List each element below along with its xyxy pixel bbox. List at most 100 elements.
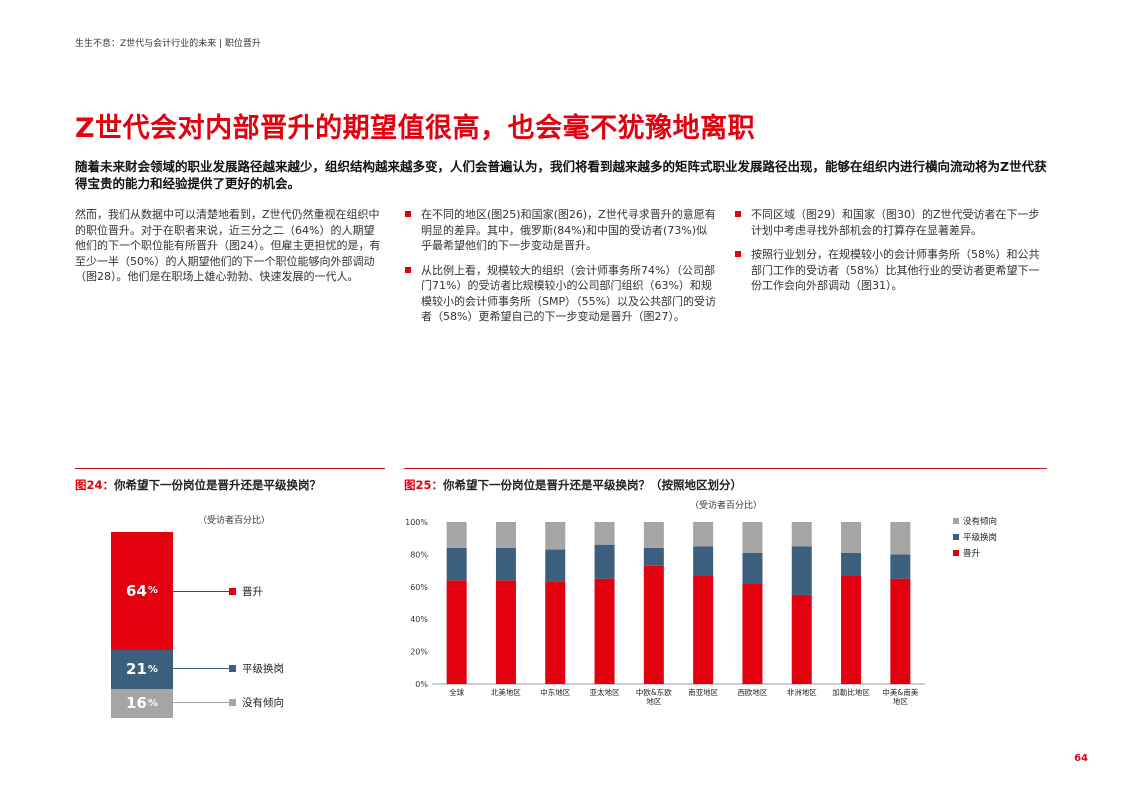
bar-segment: [495, 522, 516, 548]
legend-label: 没有倾向: [963, 516, 997, 527]
legend-label: 晋升: [963, 548, 981, 559]
fig25-title: 图25：你希望下一份岗位是晋升还是平级换岗？（按照地区划分）: [404, 477, 742, 493]
bullet-text: 不同区域（图29）和国家（图30）的Z世代受访者在下一步计划中考虑寻找外部机会的…: [751, 208, 1040, 237]
x-tick-label: 全球: [449, 687, 464, 697]
bar-segment: [545, 522, 566, 550]
bullet-square-icon: [735, 211, 741, 217]
fig24-legend-label: 没有倾向: [242, 697, 284, 709]
x-tick-label: 西欧地区: [737, 687, 767, 697]
bar-segment: [890, 578, 911, 684]
bar-segment: [446, 547, 467, 581]
page-title: Z世代会对内部晋升的期望值很高，也会毫不犹豫地离职: [75, 113, 756, 144]
fig25-question: 你希望下一份岗位是晋升还是平级换岗？（按照地区划分）: [443, 478, 743, 492]
bar-segment: [791, 522, 812, 547]
page-number: 64: [1074, 753, 1088, 764]
fig24-legend-swatch: [229, 588, 236, 595]
y-tick-label: 80%: [410, 550, 428, 559]
bar-segment: [693, 546, 714, 576]
fig24-label: 图24：: [75, 478, 115, 492]
fig24-bar-no-preference: 16%: [111, 688, 173, 718]
bullet-text: 从比例上看，规模较大的组织（会计师事务所74%）（公司部门71%）的受访者比规模…: [421, 263, 717, 324]
bar-segment: [495, 580, 516, 684]
fig25-divider: [404, 468, 1047, 469]
bar-segment: [643, 522, 664, 548]
bar-segment: [495, 547, 516, 581]
y-tick-label: 20%: [410, 648, 428, 657]
fig24-title: 图24：你希望下一份岗位是晋升还是平级换岗？: [75, 477, 321, 493]
bar-segment: [545, 549, 566, 582]
body-column-1: 然而，我们从数据中可以清楚地看到，Z世代仍然重视在组织中的职位晋升。对于在职者来…: [75, 208, 381, 283]
x-tick-label: 中美&南美: [882, 687, 918, 697]
bar-segment: [841, 522, 862, 553]
bullet-text: 在不同的地区(图25)和国家(图26)，Z世代寻求晋升的意愿有明显的差异。其中，…: [421, 208, 716, 252]
y-tick-label: 40%: [410, 615, 428, 624]
bullet-item: 按照行业划分，在规模较小的会计师事务所（58%）和公共部门工作的受访者（58%）…: [735, 247, 1048, 294]
bar-segment: [742, 583, 763, 684]
x-tick-label: 亚太地区: [590, 687, 620, 697]
legend-swatch: [953, 550, 959, 556]
bar-segment: [693, 575, 714, 684]
fig24-value-no-preference: 16: [126, 694, 147, 713]
fig24-legend-swatch: [229, 699, 236, 706]
legend-swatch: [953, 518, 959, 524]
x-tick-label: 非洲地区: [787, 687, 817, 697]
bullet-square-icon: [405, 266, 411, 273]
percent-sign: %: [147, 585, 158, 597]
bar-segment: [841, 552, 862, 576]
fig24-unit: （受访者百分比）: [198, 516, 271, 526]
fig24-leader-line: [173, 702, 230, 703]
bar-segment: [742, 552, 763, 584]
fig24-leader-line: [173, 668, 230, 669]
fig25-label: 图25：: [404, 478, 444, 492]
fig24-legend-label: 平级换岗: [242, 663, 284, 675]
x-tick-label: 地区: [646, 696, 662, 706]
x-tick-label: 南亚地区: [688, 687, 718, 697]
fig24-leader-line: [173, 591, 230, 592]
bar-segment: [594, 544, 615, 579]
bullet-square-icon: [735, 251, 741, 257]
x-tick-label: 地区: [893, 696, 908, 706]
fig24-bar-promotion: 64%: [111, 532, 173, 650]
y-tick-label: 0%: [415, 680, 428, 689]
bar-segment: [545, 581, 566, 684]
fig24-question: 你希望下一份岗位是晋升还是平级换岗？: [114, 478, 322, 492]
fig24-value-lateral: 21: [126, 660, 147, 679]
bar-segment: [446, 522, 467, 548]
bar-segment: [890, 522, 911, 555]
y-tick-label: 60%: [410, 583, 428, 592]
legend-label: 平级换岗: [963, 532, 997, 543]
bar-segment: [693, 522, 714, 547]
fig24-bar-lateral: 21%: [111, 649, 173, 689]
bar-segment: [594, 578, 615, 684]
x-tick-label: 加勒比地区: [832, 687, 870, 697]
body-column-2: 在不同的地区(图25)和国家(图26)，Z世代寻求晋升的意愿有明显的差异。其中，…: [405, 207, 717, 334]
running-header: 生生不息：Z世代与会计行业的未来 | 职位晋升: [75, 39, 261, 49]
x-tick-label: 中欧&东欧: [636, 687, 672, 697]
fig24-legend-swatch: [229, 665, 236, 672]
bullet-item: 从比例上看，规模较大的组织（会计师事务所74%）（公司部门71%）的受访者比规模…: [405, 263, 717, 325]
bar-segment: [841, 575, 862, 684]
bar-segment: [742, 522, 763, 553]
percent-sign: %: [147, 663, 158, 675]
fig24-value-promotion: 64: [126, 581, 147, 600]
legend-swatch: [953, 534, 959, 540]
bar-segment: [446, 580, 467, 684]
bullet-item: 不同区域（图29）和国家（图30）的Z世代受访者在下一步计划中考虑寻找外部机会的…: [735, 207, 1048, 238]
bar-segment: [594, 522, 615, 545]
intro-paragraph: 随着未来财会领域的职业发展路径越来越少，组织结构越来越多变，人们会普遍认为，我们…: [75, 159, 1047, 191]
y-tick-label: 100%: [405, 518, 428, 527]
bullet-text: 按照行业划分，在规模较小的会计师事务所（58%）和公共部门工作的受访者（58%）…: [751, 248, 1040, 292]
bar-segment: [791, 594, 812, 684]
bullet-square-icon: [405, 211, 411, 217]
x-tick-label: 中东地区: [540, 687, 570, 697]
x-tick-label: 北美地区: [491, 687, 521, 697]
body-column-3: 不同区域（图29）和国家（图30）的Z世代受访者在下一步计划中考虑寻找外部机会的…: [735, 207, 1048, 303]
bar-segment: [890, 554, 911, 579]
bar-segment: [643, 547, 664, 566]
fig25-unit: （受访者百分比）: [690, 501, 763, 511]
bullet-item: 在不同的地区(图25)和国家(图26)，Z世代寻求晋升的意愿有明显的差异。其中，…: [405, 207, 717, 254]
bar-segment: [791, 546, 812, 595]
bar-segment: [643, 565, 664, 684]
percent-sign: %: [147, 697, 158, 709]
